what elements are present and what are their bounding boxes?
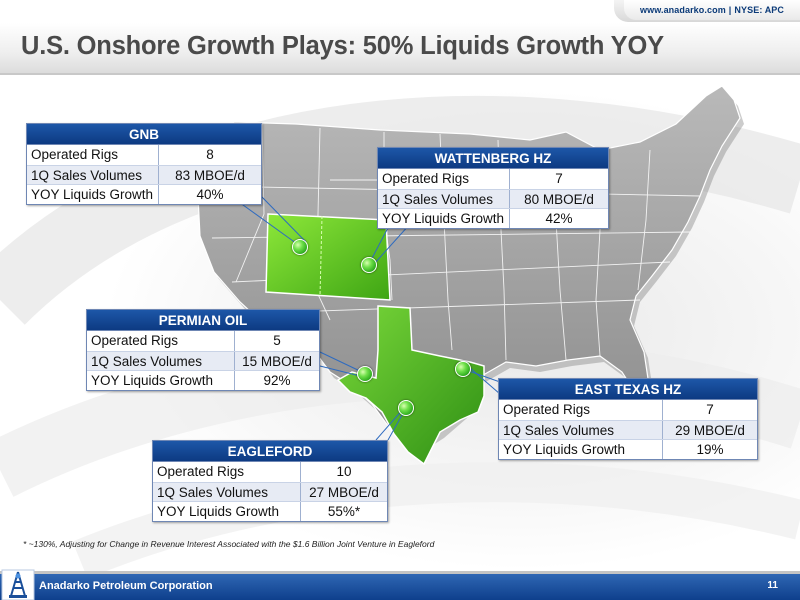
wy-co-divider	[319, 215, 323, 297]
row-value: 8	[206, 147, 214, 162]
table-row: 1Q Sales Volumes 80 MBOE/d	[378, 188, 608, 208]
row-label: Operated Rigs	[27, 145, 159, 165]
table-row: YOY Liquids Growth 92%	[87, 370, 319, 390]
wattenberg-table-title: WATTENBERG HZ	[378, 148, 608, 169]
top-bar: www.anadarko.com | NYSE: APC	[0, 0, 800, 24]
row-label: 1Q Sales Volumes	[27, 165, 159, 184]
footer-divider	[0, 571, 800, 574]
row-value: 40%	[196, 187, 224, 202]
table-row: 1Q Sales Volumes 83 MBOE/d	[27, 164, 261, 184]
row-value: 5	[273, 333, 281, 348]
company-name: Anadarko Petroleum Corporation	[39, 580, 213, 592]
table-row: YOY Liquids Growth 55%*	[153, 501, 387, 521]
row-label: Operated Rigs	[378, 169, 510, 189]
row-value: 92%	[263, 373, 291, 388]
gnb-table: GNB Operated Rigs 8 1Q Sales Volumes 83 …	[26, 123, 262, 205]
row-value: 10	[336, 464, 352, 479]
row-value: 27 MBOE/d	[309, 484, 379, 500]
table-row: Operated Rigs 10	[153, 462, 387, 482]
east-texas-table: EAST TEXAS HZ Operated Rigs 7 1Q Sales V…	[498, 378, 758, 460]
page-number: 11	[767, 580, 778, 591]
eagleford-table: EAGLEFORD Operated Rigs 10 1Q Sales Volu…	[152, 440, 388, 522]
footnote: * ~130%, Adjusting for Change in Revenue…	[23, 539, 435, 549]
row-value: 55%*	[327, 504, 361, 519]
eagleford-table-title: EAGLEFORD	[153, 441, 387, 462]
row-value: 80 MBOE/d	[524, 191, 594, 207]
gnb-location-pin[interactable]	[292, 239, 308, 255]
ticker-label: NYSE: APC	[734, 5, 784, 15]
wyoming-colorado-highlight	[265, 213, 391, 301]
header-separator: |	[728, 5, 732, 15]
row-label: Operated Rigs	[153, 462, 301, 482]
slide-title: U.S. Onshore Growth Plays: 50% Liquids G…	[21, 32, 664, 60]
row-value: 7	[555, 171, 563, 186]
anadarko-derrick-logo-icon	[0, 564, 36, 600]
row-value: 19%	[696, 442, 724, 457]
table-row: 1Q Sales Volumes 15 MBOE/d	[87, 350, 319, 370]
header-tab: www.anadarko.com | NYSE: APC	[614, 0, 800, 22]
table-row: YOY Liquids Growth 40%	[27, 184, 261, 204]
row-label: 1Q Sales Volumes	[87, 351, 235, 370]
table-row: YOY Liquids Growth 19%	[499, 439, 757, 459]
wattenberg-location-pin[interactable]	[361, 257, 377, 273]
table-row: YOY Liquids Growth 42%	[378, 208, 608, 228]
permian-table: PERMIAN OIL Operated Rigs 5 1Q Sales Vol…	[86, 309, 320, 391]
callout-lines	[231, 196, 501, 441]
eagleford-location-pin[interactable]	[398, 400, 414, 416]
row-label: YOY Liquids Growth	[499, 440, 663, 459]
header-tab-inner: www.anadarko.com | NYSE: APC	[624, 0, 800, 20]
row-label: Operated Rigs	[499, 400, 663, 420]
row-label: YOY Liquids Growth	[87, 371, 235, 390]
wattenberg-table: WATTENBERG HZ Operated Rigs 7 1Q Sales V…	[377, 147, 609, 229]
row-label: 1Q Sales Volumes	[499, 420, 663, 439]
permian-table-title: PERMIAN OIL	[87, 310, 319, 331]
row-value: 83 MBOE/d	[175, 167, 245, 183]
row-value: 15 MBOE/d	[242, 353, 312, 369]
row-label: YOY Liquids Growth	[378, 209, 510, 228]
east-texas-table-title: EAST TEXAS HZ	[499, 379, 757, 400]
row-label: 1Q Sales Volumes	[153, 482, 301, 501]
row-value: 29 MBOE/d	[675, 422, 745, 438]
row-label: Operated Rigs	[87, 331, 235, 351]
table-row: Operated Rigs 8	[27, 145, 261, 165]
table-row: Operated Rigs 7	[499, 400, 757, 420]
footer-bar	[0, 574, 800, 600]
texas-highlight	[336, 305, 485, 466]
east-texas-location-pin[interactable]	[455, 361, 471, 377]
row-label: YOY Liquids Growth	[153, 502, 301, 521]
row-label: YOY Liquids Growth	[27, 185, 159, 204]
title-bar	[0, 23, 800, 75]
row-label: 1Q Sales Volumes	[378, 189, 510, 208]
table-row: Operated Rigs 7	[378, 169, 608, 189]
table-row: 1Q Sales Volumes 27 MBOE/d	[153, 481, 387, 501]
permian-location-pin[interactable]	[357, 366, 373, 382]
row-value: 42%	[545, 211, 573, 226]
website-link[interactable]: www.anadarko.com	[640, 5, 726, 15]
table-row: Operated Rigs 5	[87, 331, 319, 351]
row-value: 7	[706, 402, 714, 417]
gnb-table-title: GNB	[27, 124, 261, 145]
table-row: 1Q Sales Volumes 29 MBOE/d	[499, 419, 757, 439]
